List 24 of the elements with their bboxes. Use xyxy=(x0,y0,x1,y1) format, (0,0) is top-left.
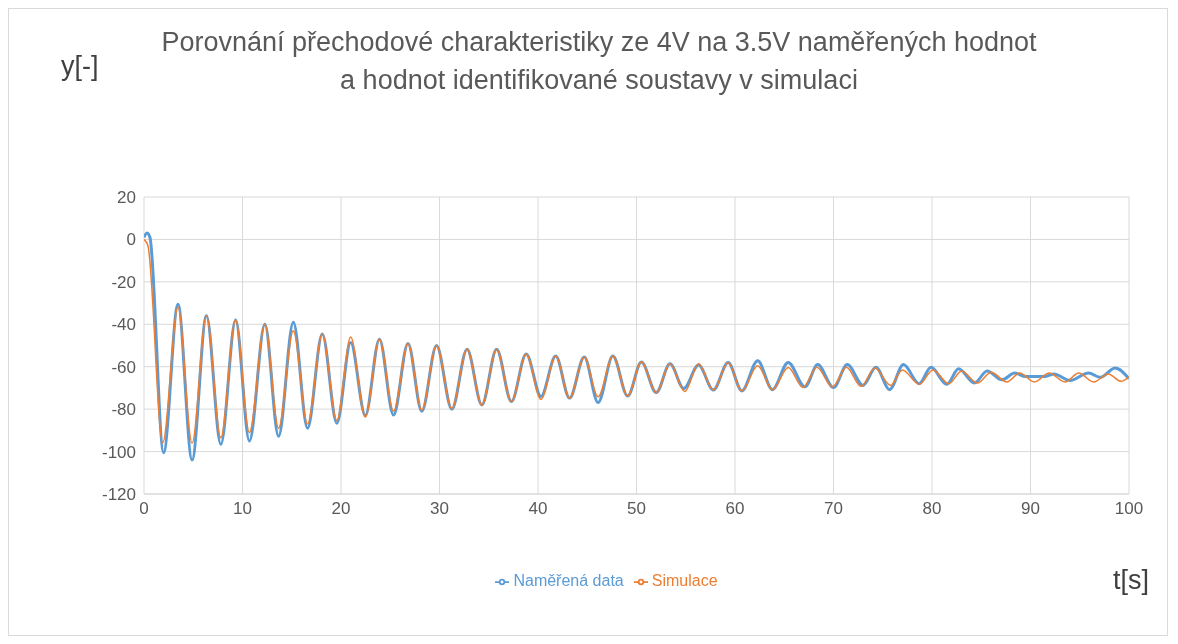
y-tick-label: -80 xyxy=(111,400,136,420)
legend-label: Naměřená data xyxy=(513,572,624,589)
x-tick-label: 20 xyxy=(331,499,351,519)
y-tick-label: -20 xyxy=(111,272,136,292)
y-tick-label: -120 xyxy=(101,485,136,505)
y-tick-label: 20 xyxy=(117,188,136,208)
x-tick-label: 10 xyxy=(233,499,252,519)
y-axis-title: y[-] xyxy=(61,51,99,82)
x-tick-label: 40 xyxy=(528,499,548,519)
x-tick-label: 50 xyxy=(627,499,646,519)
x-tick-label: 30 xyxy=(430,499,449,519)
chart-title: Porovnání přechodové charakteristiky ze 4V na 3.5V naměřených hodnot a hodnot identifikované soustavy v simulaci xyxy=(160,26,1038,97)
y-tick-label: 0 xyxy=(126,230,136,250)
y-tick-label: -100 xyxy=(101,442,136,462)
x-tick-label: 90 xyxy=(1021,499,1040,519)
x-tick-label: 80 xyxy=(922,499,942,519)
y-tick-label: -40 xyxy=(111,315,136,335)
x-tick-label: 60 xyxy=(725,499,745,519)
x-tick-label: 0 xyxy=(139,499,149,519)
x-axis-title: t[s] xyxy=(1112,565,1149,596)
x-tick-label: 100 xyxy=(1114,499,1144,519)
x-tick-label: 70 xyxy=(824,499,843,519)
legend-label: Simulace xyxy=(651,572,718,589)
y-tick-label: -60 xyxy=(111,357,136,377)
